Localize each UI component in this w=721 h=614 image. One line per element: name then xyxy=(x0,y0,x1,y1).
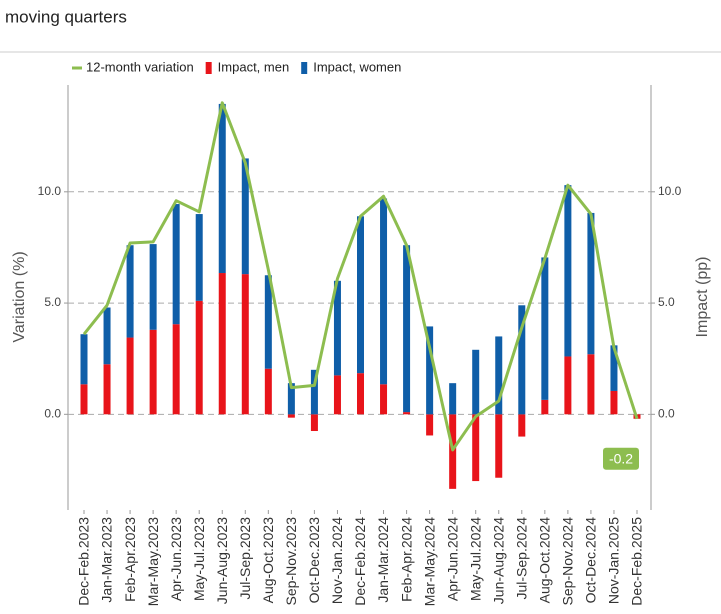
line xyxy=(82,101,639,452)
x-tick-label: Jun-Aug.2024 xyxy=(490,517,506,604)
x-tick-label: Sep-Nov.2024 xyxy=(560,517,576,606)
bar xyxy=(541,257,549,400)
y2-axis-label: Impact (pp) xyxy=(694,257,711,338)
x-tick-label: Sep-Nov.2023 xyxy=(283,517,299,606)
bar xyxy=(357,216,364,374)
bar xyxy=(518,414,526,437)
x-tick-label: Mar-May.2023 xyxy=(145,517,161,606)
bar xyxy=(287,383,295,415)
bar xyxy=(172,324,180,415)
value-label: -0.2 xyxy=(609,450,633,466)
bar xyxy=(103,307,111,365)
y2-tick-label: 5.0 xyxy=(658,295,675,309)
bar xyxy=(610,390,618,415)
x-tick-label: May-Jul.2023 xyxy=(191,517,207,601)
bar xyxy=(103,364,111,415)
x-tick-label: Jul-Sep.2024 xyxy=(513,517,529,600)
bar xyxy=(564,185,572,357)
bar xyxy=(80,334,88,385)
bar xyxy=(241,158,249,275)
y2-tick-label: 0.0 xyxy=(658,406,675,420)
bar xyxy=(518,305,526,415)
bar xyxy=(218,103,226,274)
x-tick-label: Feb-Apr.2023 xyxy=(122,517,138,602)
bar xyxy=(126,245,134,338)
x-tick-label: Mar-May.2024 xyxy=(421,517,437,606)
legend-swatch xyxy=(205,62,212,74)
x-tick-label: Dec-Feb.2024 xyxy=(352,517,368,606)
x-tick-label: Oct-Dec.2023 xyxy=(306,517,322,604)
x-tick-label: Jan-Mar.2023 xyxy=(99,517,115,603)
legend-label: Impact, men xyxy=(218,59,290,74)
bar xyxy=(541,399,549,415)
legend-swatch xyxy=(301,62,308,74)
x-tick-label: Nov-Jan.2024 xyxy=(329,517,345,604)
bar xyxy=(149,244,157,330)
bar xyxy=(403,412,411,415)
y-tick-label: 10.0 xyxy=(38,184,62,198)
x-tick-label: Nov-Jan.2025 xyxy=(606,517,622,604)
bar xyxy=(195,300,203,415)
bar xyxy=(426,414,434,436)
legend-label: Impact, women xyxy=(313,59,401,74)
bar xyxy=(264,275,272,369)
x-tick-label: May-Jul.2024 xyxy=(467,517,483,601)
x-tick-label: Jun-Aug.2023 xyxy=(214,517,230,604)
bar xyxy=(426,326,434,415)
bar xyxy=(195,214,203,301)
bar xyxy=(333,280,341,376)
bar xyxy=(218,273,226,415)
bar xyxy=(380,384,388,415)
bar xyxy=(587,354,595,415)
bar xyxy=(449,414,457,489)
x-tick-label: Jan-Mar.2024 xyxy=(375,517,391,603)
x-tick-label: Jul-Sep.2023 xyxy=(237,517,253,600)
bar xyxy=(449,383,457,415)
bar xyxy=(357,373,364,415)
bar xyxy=(333,375,341,415)
bar xyxy=(472,414,480,482)
bar xyxy=(126,337,134,415)
bar xyxy=(472,349,480,415)
y-tick-label: 5.0 xyxy=(44,295,61,309)
y-axis-label: Variation (%) xyxy=(11,251,28,342)
x-tick-label: Aug-Oct.2024 xyxy=(537,517,553,604)
bar xyxy=(610,345,618,391)
value-label-box xyxy=(603,447,639,470)
bar xyxy=(495,336,503,415)
bar xyxy=(310,369,318,415)
bar xyxy=(264,368,272,415)
x-tick-label: Feb-Apr.2024 xyxy=(398,517,414,602)
bar xyxy=(149,329,157,415)
bar xyxy=(310,414,318,432)
y-tick-label: 0.0 xyxy=(44,406,61,420)
subtitle: moving quarters xyxy=(5,7,127,26)
legend-label: 12-month variation xyxy=(86,59,194,74)
bar xyxy=(380,198,388,385)
x-tick-label: Aug-Oct.2023 xyxy=(260,517,276,604)
x-tick-label: Oct-Dec.2024 xyxy=(583,517,599,604)
bar xyxy=(80,384,88,415)
bar xyxy=(241,274,249,415)
bar xyxy=(172,204,180,325)
bar xyxy=(495,414,503,478)
y2-tick-label: 10.0 xyxy=(658,184,682,198)
x-tick-label: Apr-Jun.2024 xyxy=(444,517,460,601)
x-tick-label: Dec-Feb.2023 xyxy=(76,517,92,606)
x-tick-label: Apr-Jun.2023 xyxy=(168,517,184,601)
bar xyxy=(403,245,411,413)
x-tick-label: Dec-Feb.2025 xyxy=(629,517,645,606)
bar xyxy=(564,356,572,415)
bar xyxy=(587,212,595,355)
bar xyxy=(287,414,295,418)
